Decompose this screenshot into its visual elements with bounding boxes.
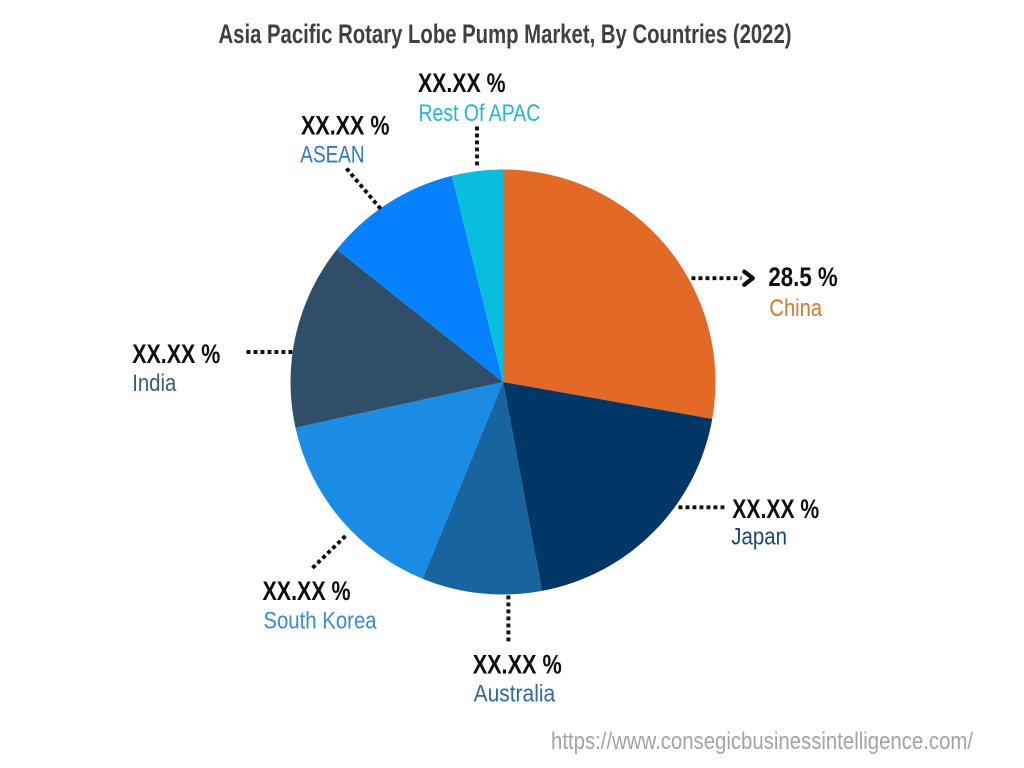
svg-text:XX.XX %: XX.XX % <box>473 650 562 680</box>
svg-text:XX.XX %: XX.XX % <box>301 111 390 141</box>
svg-text:Japan: Japan <box>731 524 787 551</box>
svg-text:India: India <box>132 370 177 397</box>
svg-text:28.5 %: 28.5 % <box>768 262 837 292</box>
svg-text:XX.XX %: XX.XX % <box>132 339 220 369</box>
svg-text:Australia: Australia <box>474 680 556 707</box>
svg-text:China: China <box>769 295 822 322</box>
svg-text:Asia Pacific Rotary Lobe Pump: Asia Pacific Rotary Lobe Pump Market, By… <box>219 19 792 49</box>
svg-text:XX.XX %: XX.XX % <box>418 68 506 98</box>
svg-text:South Korea: South Korea <box>263 607 377 634</box>
svg-text:ASEAN: ASEAN <box>300 141 364 168</box>
svg-text:https://www.consegicbusinessin: https://www.consegicbusinessintelligence… <box>551 728 973 755</box>
svg-text:Rest Of APAC: Rest Of APAC <box>419 100 541 127</box>
svg-text:XX.XX %: XX.XX % <box>263 576 351 606</box>
svg-text:XX.XX %: XX.XX % <box>732 494 819 524</box>
